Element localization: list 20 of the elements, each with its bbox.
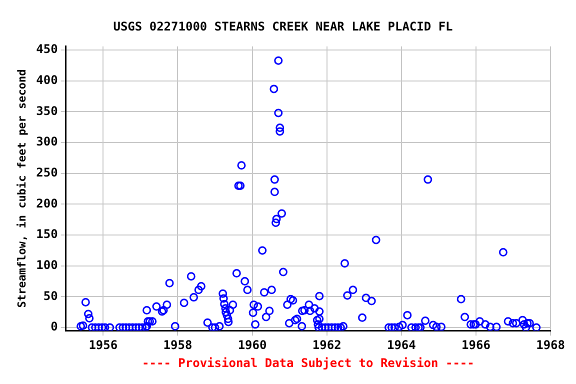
y-tick-label: 350 bbox=[36, 104, 58, 118]
y-tick-label: 250 bbox=[36, 166, 58, 180]
x-tick-label: 1966 bbox=[462, 338, 490, 352]
y-tick-label: 450 bbox=[36, 42, 58, 56]
y-tick-label: 150 bbox=[36, 227, 58, 242]
y-tick-label: 0 bbox=[50, 320, 58, 334]
chart-title: USGS 02271000 STEARNS CREEK NEAR LAKE PLACID FL bbox=[113, 19, 453, 34]
x-tick-label: 1964 bbox=[386, 338, 416, 352]
x-tick-label: 1962 bbox=[312, 338, 342, 352]
y-axis-title: Streamflow, in cubic feet per second bbox=[15, 69, 28, 308]
y-tick-label: 100 bbox=[36, 258, 58, 272]
x-tick-label: 1960 bbox=[238, 338, 267, 352]
text: ---- Provisional Data Subject to Revision ---- bbox=[142, 356, 474, 370]
y-tick-label: 50 bbox=[43, 288, 58, 303]
x-tick-label: 1968 bbox=[536, 338, 566, 352]
x-tick-label: 1958 bbox=[163, 338, 192, 352]
x-tick-label: 1956 bbox=[88, 338, 118, 352]
y-tick-label: 300 bbox=[36, 134, 58, 149]
y-tick-label: 400 bbox=[36, 73, 58, 88]
y-tick-label: 200 bbox=[36, 196, 58, 210]
